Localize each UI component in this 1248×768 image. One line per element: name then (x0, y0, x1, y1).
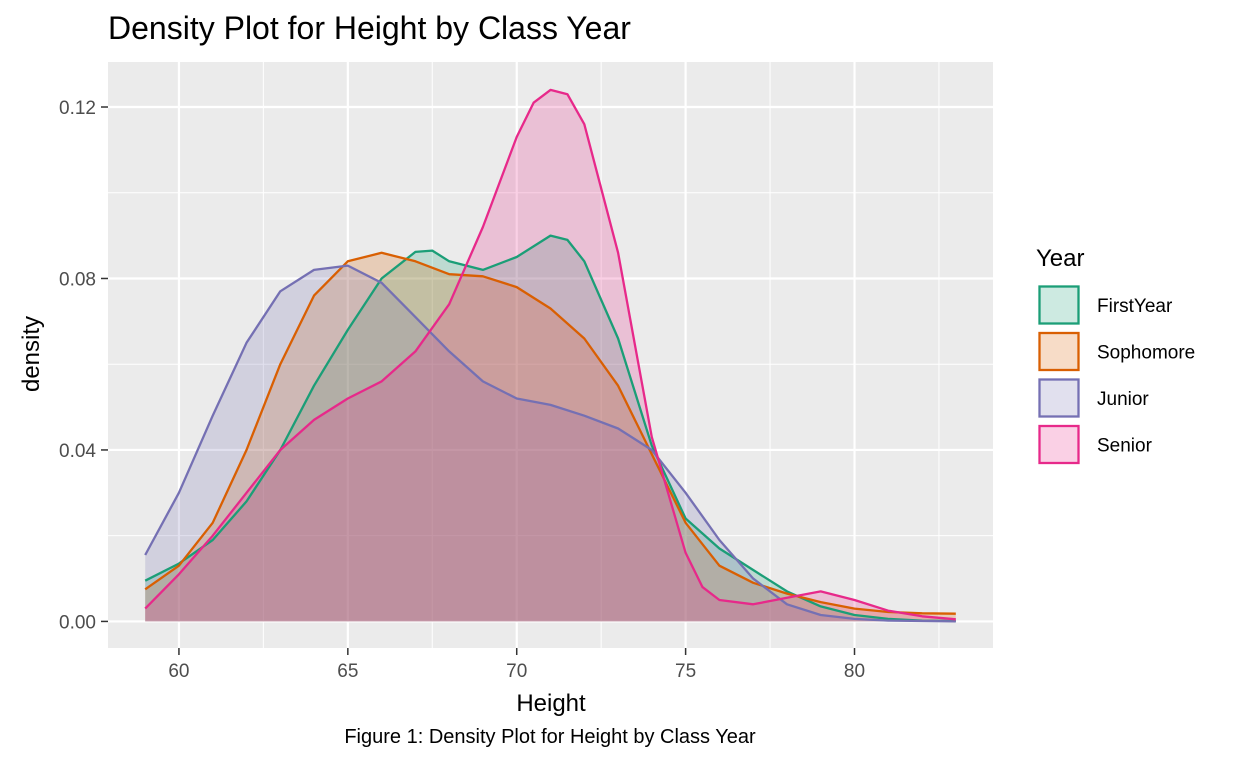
y-tick-label: 0.08 (59, 269, 96, 290)
density-chart: Density Plot for Height by Class Year 60… (18, 10, 1195, 717)
density-area-firstyear (145, 235, 956, 622)
legend-key-bg-firstyear (1038, 285, 1080, 325)
legend-label-junior: Junior (1097, 389, 1149, 410)
x-axis-title: Height (516, 690, 586, 717)
legend-label-firstyear: FirstYear (1097, 296, 1173, 317)
density-area-senior (145, 89, 956, 622)
density-line-senior (144, 88, 956, 621)
y-tick-label: 0.04 (59, 441, 96, 462)
figure-caption: Figure 1: Density Plot for Height by Cla… (344, 726, 756, 748)
legend-key-junior (1038, 378, 1080, 418)
legend-key-sophomore (1038, 331, 1080, 372)
legend-key-senior (1038, 424, 1080, 465)
x-tick-label: 60 (168, 661, 189, 682)
y-tick-label: 0.00 (59, 612, 96, 633)
legend: Year FirstYear Sophomore Junior Senior (1036, 245, 1195, 465)
density-area-sophomore (145, 252, 956, 622)
x-tick-label: 70 (506, 661, 527, 682)
y-axis-title: density (18, 316, 45, 392)
x-tick-label: 75 (675, 661, 696, 682)
y-tick-label: 0.12 (59, 98, 96, 119)
density-area-junior (145, 265, 956, 622)
legend-label-sophomore: Sophomore (1097, 343, 1195, 364)
legend-title: Year (1036, 245, 1085, 272)
legend-key-bg-junior (1038, 378, 1080, 418)
density-line-firstyear (144, 234, 956, 623)
panel-background (108, 62, 993, 648)
legend-label-senior: Senior (1097, 436, 1153, 457)
legend-key-bg-senior (1038, 424, 1080, 465)
density-line-sophomore (144, 251, 956, 615)
x-axis: 60 65 70 75 80 (168, 648, 865, 682)
y-axis: 0.00 0.04 0.08 0.12 (59, 98, 108, 633)
legend-key-bg-sophomore (1038, 331, 1080, 372)
chart-title: Density Plot for Height by Class Year (108, 10, 631, 46)
x-tick-label: 80 (844, 661, 865, 682)
legend-key-firstyear (1038, 285, 1080, 325)
x-tick-label: 65 (337, 661, 358, 682)
plot-panel (108, 62, 993, 648)
density-line-junior (144, 264, 956, 623)
